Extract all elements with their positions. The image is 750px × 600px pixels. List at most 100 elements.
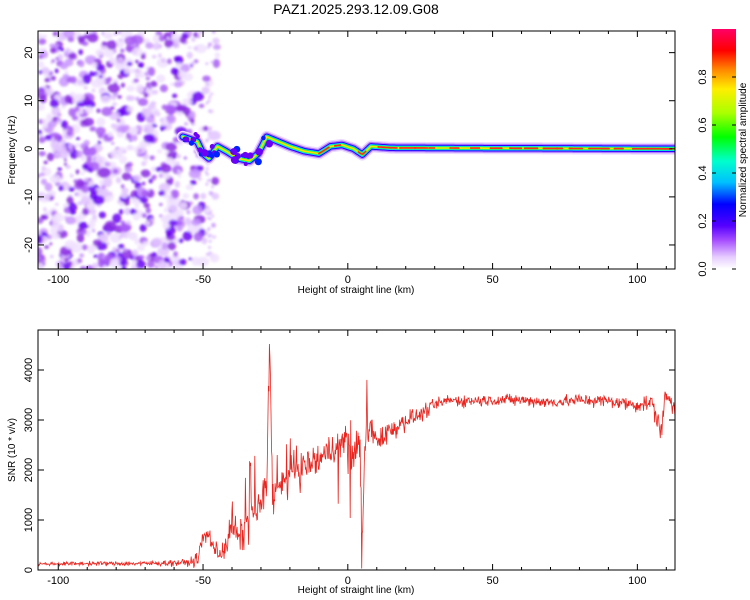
noise-blob	[63, 162, 68, 166]
noise-blob	[178, 258, 187, 266]
noise-blob	[179, 36, 187, 44]
x-tick-label: -50	[195, 274, 211, 286]
noise-blob	[87, 244, 96, 254]
noise-blob	[74, 143, 81, 148]
noise-blob	[49, 242, 53, 246]
noise-blob	[212, 31, 216, 34]
noise-blob	[50, 47, 57, 54]
noise-blob	[41, 165, 46, 171]
noise-blob	[39, 94, 47, 104]
noise-blob	[75, 179, 85, 188]
noise-blob	[144, 71, 149, 77]
noise-blob	[102, 184, 106, 189]
noise-blob	[42, 34, 48, 39]
noise-blob	[147, 66, 156, 77]
noise-blob	[82, 74, 92, 85]
colorbar-tick-label: 0.2	[697, 213, 709, 228]
noise-blob	[131, 197, 138, 204]
noise-blob	[104, 198, 110, 203]
noise-blob	[165, 188, 170, 194]
ridge-blob	[255, 148, 263, 156]
noise-blob	[107, 131, 114, 138]
noise-blob	[64, 158, 67, 162]
noise-blob	[96, 117, 106, 127]
noise-blob	[68, 261, 73, 266]
noise-blob	[128, 126, 139, 136]
x-tick-label: 50	[486, 274, 498, 286]
noise-blob	[126, 105, 134, 113]
noise-blob	[121, 265, 127, 269]
noise-blob	[187, 224, 200, 234]
noise-blob	[66, 129, 74, 137]
noise-blob	[173, 81, 183, 88]
noise-blob	[47, 120, 57, 128]
noise-blob	[86, 156, 93, 162]
noise-blob	[177, 174, 182, 178]
noise-blob	[191, 37, 196, 42]
spectrogram-ridge	[176, 130, 675, 167]
noise-blob	[143, 202, 151, 208]
noise-blob	[142, 108, 152, 118]
noise-blob	[167, 106, 174, 114]
noise-blob	[60, 120, 68, 129]
noise-blob	[122, 248, 128, 252]
noise-blob	[92, 239, 103, 247]
noise-blob	[209, 253, 220, 263]
noise-blob	[75, 137, 81, 141]
noise-blob	[38, 246, 43, 257]
noise-blob	[141, 213, 147, 218]
snr-y-ticks: 0 1000 2000 3000 4000	[23, 358, 675, 573]
noise-blob	[212, 37, 220, 45]
noise-blob	[73, 179, 78, 184]
noise-blob	[109, 233, 122, 243]
noise-blob	[207, 42, 212, 47]
y-tick-label: 0	[23, 567, 35, 573]
noise-blob	[59, 139, 67, 145]
noise-blob	[149, 155, 155, 161]
colorbar-tick-label: 0.6	[697, 117, 709, 132]
noise-blob	[99, 179, 104, 185]
noise-blob	[139, 196, 148, 204]
noise-blob	[83, 34, 90, 39]
noise-blob	[135, 96, 140, 102]
noise-speckle	[204, 170, 208, 174]
noise-blob	[74, 105, 80, 112]
noise-blob	[182, 193, 190, 199]
noise-blob	[175, 62, 182, 68]
noise-blob	[77, 79, 84, 85]
noise-blob	[182, 231, 193, 241]
noise-blob	[158, 173, 163, 178]
noise-blob	[90, 161, 100, 171]
noise-speckle	[206, 138, 210, 142]
noise-blob	[117, 74, 124, 80]
noise-blob	[145, 82, 151, 89]
noise-blob	[104, 220, 117, 231]
noise-blob	[45, 88, 55, 95]
noise-blob	[83, 177, 89, 182]
noise-blob	[107, 191, 113, 197]
noise-blob	[211, 222, 216, 228]
noise-blob	[83, 85, 88, 90]
noise-blob	[49, 99, 60, 108]
noise-blob	[115, 248, 120, 253]
noise-blob	[85, 106, 94, 114]
noise-blob	[188, 168, 202, 179]
snr-frame	[37, 329, 676, 571]
noise-blob	[186, 209, 191, 215]
noise-blob	[202, 126, 209, 132]
noise-blob	[112, 213, 122, 224]
noise-blob	[106, 241, 110, 246]
noise-blob	[113, 31, 118, 36]
noise-blob	[41, 66, 50, 74]
noise-blob	[88, 184, 101, 194]
noise-speckle	[208, 212, 212, 216]
ridge-blob	[254, 158, 262, 166]
noise-blob	[173, 251, 178, 257]
noise-speckle	[205, 62, 209, 65]
noise-blob	[157, 246, 170, 257]
noise-blob	[190, 61, 196, 66]
noise-blob	[95, 64, 105, 71]
noise-blob	[40, 178, 48, 185]
noise-blob	[123, 198, 130, 206]
noise-blob	[158, 202, 163, 207]
